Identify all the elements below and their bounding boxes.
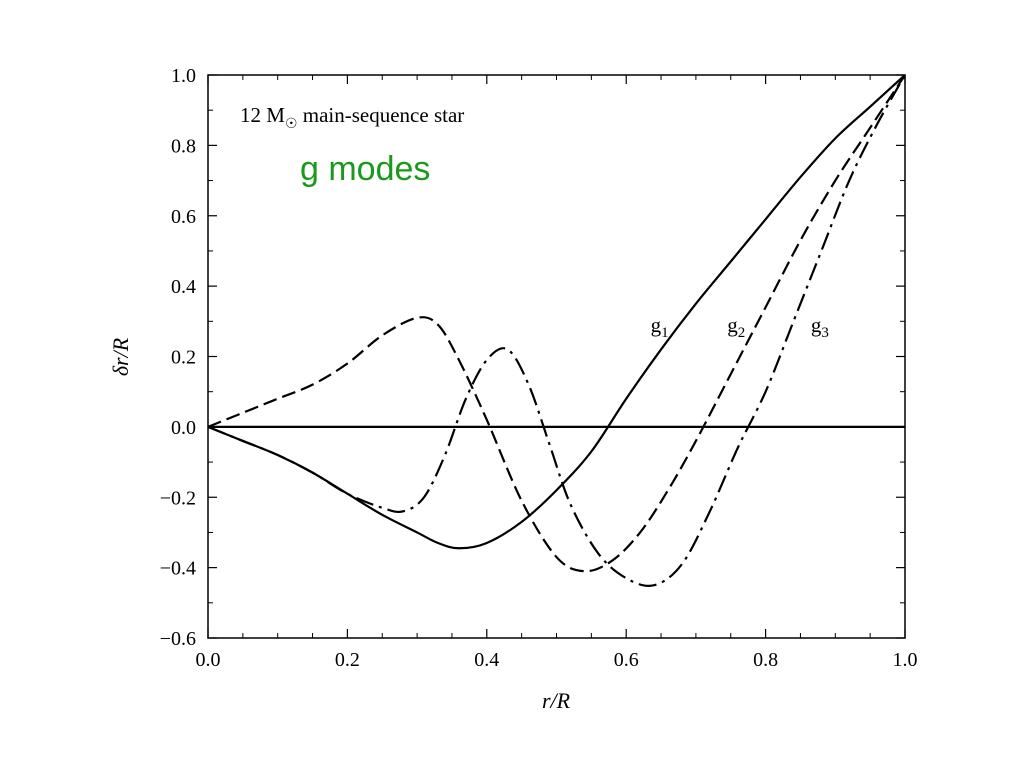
- tick-labels-layer: 0.0 0.2 0.4 0.6 0.8 1.0 −0.6 −0.4 −0.2 0.0 0.2 0.4 0…: [160, 65, 918, 671]
- series-label-g3: g3: [811, 313, 829, 341]
- x-tick-label-5: 1.0: [893, 649, 918, 671]
- y-axis-title: δr/R: [108, 337, 133, 376]
- series-label-g2: g2: [727, 313, 745, 341]
- ticks-layer: [207, 74, 906, 639]
- x-tick-label-2: 0.4: [474, 649, 499, 671]
- g-modes-label: g modes: [300, 150, 430, 188]
- series-labels-layer: g1 g2 g3: [651, 313, 829, 341]
- sun-symbol-icon: ☉: [285, 117, 298, 132]
- series-line-g2: [207, 74, 906, 573]
- star-mass: 12 M: [240, 103, 285, 127]
- y-tick-label-2: −0.2: [160, 487, 196, 509]
- y-tick-label-7: 0.8: [171, 135, 196, 157]
- y-tick-label-0: −0.6: [160, 628, 196, 650]
- x-axis-title: r/R: [542, 688, 571, 713]
- y-tick-label-6: 0.6: [171, 206, 196, 228]
- series-layer: [207, 74, 906, 587]
- x-tick-label-0: 0.0: [196, 649, 221, 671]
- series-line-g1: [207, 74, 906, 550]
- x-tick-label-3: 0.6: [614, 649, 639, 671]
- y-tick-label-1: −0.4: [160, 558, 196, 580]
- y-tick-label-8: 1.0: [171, 65, 196, 87]
- y-tick-label-5: 0.4: [171, 276, 196, 298]
- star-annotation: 12 M☉ main-sequence star: [240, 103, 464, 132]
- star-description: main-sequence star: [298, 103, 465, 127]
- series-label-g1: g1: [651, 313, 669, 341]
- y-tick-label-3: 0.0: [171, 417, 196, 439]
- x-tick-label-1: 0.2: [335, 649, 360, 671]
- y-tick-label-4: 0.2: [171, 347, 196, 369]
- series-line-g3: [207, 74, 906, 587]
- x-tick-label-4: 0.8: [753, 649, 778, 671]
